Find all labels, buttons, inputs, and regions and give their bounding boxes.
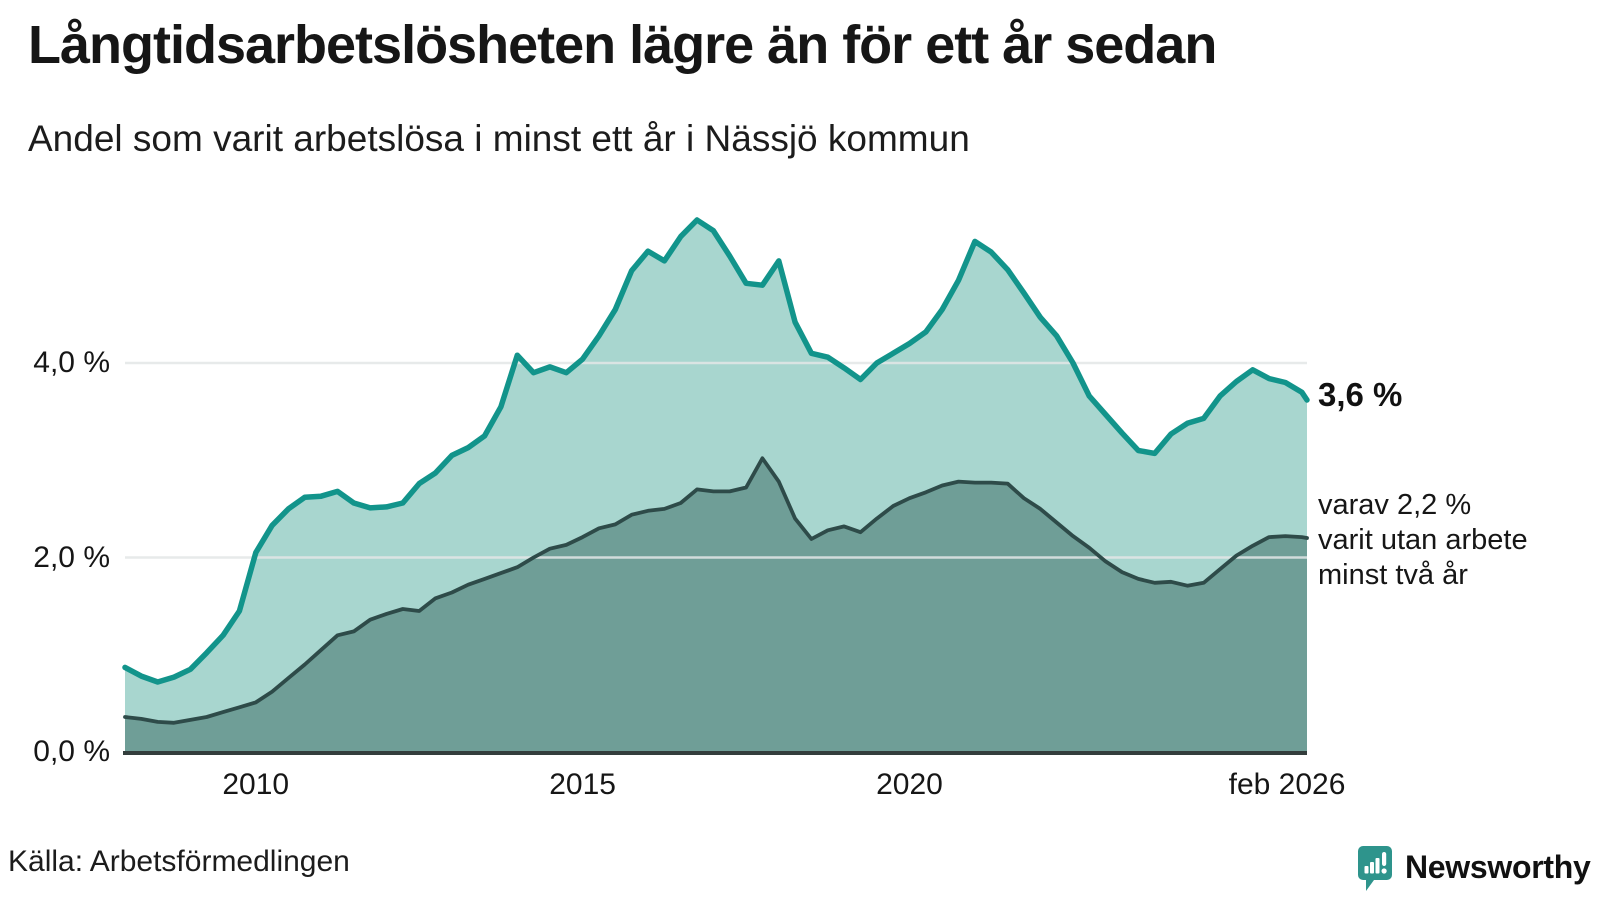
series-line-1 xyxy=(123,456,1309,725)
series-line-0 xyxy=(122,217,1310,685)
x-tick-label: 2020 xyxy=(876,768,943,801)
area-fill-1 xyxy=(125,458,1307,752)
x-tick-label: 2015 xyxy=(549,768,616,801)
secondary-value-annotation: varav 2,2 % varit utan arbete minst två … xyxy=(1318,489,1528,591)
x-tick-label: feb 2026 xyxy=(1228,768,1346,801)
newsworthy-logo-icon xyxy=(1358,846,1393,897)
page-title: Långtidsarbetslösheten lägre än för ett … xyxy=(28,15,1217,75)
newsworthy-logo[interactable]: Newsworthy xyxy=(1358,846,1591,894)
newsworthy-logo-text: Newsworthy xyxy=(1405,849,1591,885)
page-subtitle: Andel som varit arbetslösa i minst ett å… xyxy=(28,118,970,159)
y-tick-label: 2,0 % xyxy=(33,540,110,574)
x-tick-label: 2010 xyxy=(222,768,290,801)
source-note: Källa: Arbetsförmedlingen xyxy=(8,845,350,878)
y-tick-label: 0,0 % xyxy=(33,735,110,768)
latest-value-annotation: 3,6 % xyxy=(1318,376,1403,413)
y-tick-label: 4,0 % xyxy=(33,346,110,379)
